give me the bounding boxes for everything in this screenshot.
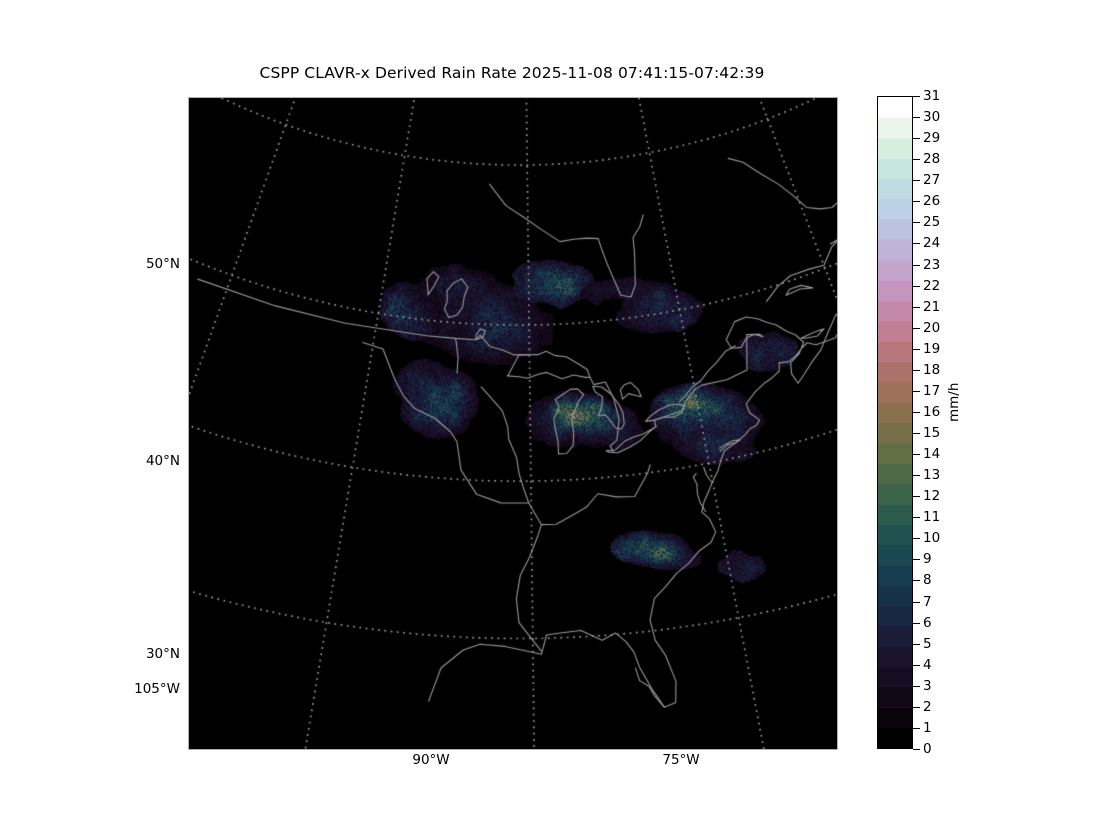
colorbar-tick-4 bbox=[913, 664, 920, 666]
colorbar-gradient bbox=[877, 96, 913, 749]
colorbar-tick-label-25: 25 bbox=[923, 214, 941, 231]
colorbar-tick-8 bbox=[913, 580, 920, 582]
colorbar-tick-label-4: 4 bbox=[923, 656, 932, 673]
colorbar-tick-20 bbox=[913, 327, 920, 329]
colorbar-tick-label-13: 13 bbox=[923, 467, 941, 484]
colorbar-tick-label-1: 1 bbox=[923, 719, 932, 736]
colorbar-tick-label-14: 14 bbox=[923, 446, 941, 463]
colorbar-tick-21 bbox=[913, 306, 920, 308]
colorbar-tick-3 bbox=[913, 685, 920, 687]
colorbar-tick-label-30: 30 bbox=[923, 109, 941, 126]
colorbar-tick-label-17: 17 bbox=[923, 382, 941, 399]
colorbar-tick-25 bbox=[913, 222, 920, 224]
map-plot-area[interactable] bbox=[188, 97, 838, 750]
colorbar-tick-label-31: 31 bbox=[923, 88, 941, 104]
colorbar-axis-label: mm/h bbox=[946, 382, 962, 422]
colorbar-tick-label-21: 21 bbox=[923, 298, 941, 315]
colorbar-tick-28 bbox=[913, 159, 920, 161]
colorbar-tick-31 bbox=[913, 96, 920, 97]
colorbar-tick-label-7: 7 bbox=[923, 593, 932, 610]
colorbar-tick-9 bbox=[913, 559, 920, 561]
colorbar-tick-label-0: 0 bbox=[923, 741, 932, 757]
colorbar-tick-19 bbox=[913, 348, 920, 350]
colorbar-tick-0 bbox=[913, 749, 920, 750]
colorbar-tick-label-29: 29 bbox=[923, 130, 941, 147]
lat-tick-label-1: 40°N bbox=[145, 453, 180, 469]
colorbar-tick-7 bbox=[913, 601, 920, 603]
colorbar-tick-24 bbox=[913, 243, 920, 245]
colorbar-tick-17 bbox=[913, 390, 920, 392]
colorbar-tick-label-22: 22 bbox=[923, 277, 941, 294]
colorbar-tick-label-26: 26 bbox=[923, 193, 941, 210]
page-title: CSPP CLAVR-x Derived Rain Rate 2025-11-0… bbox=[259, 64, 765, 82]
colorbar-tick-5 bbox=[913, 643, 920, 645]
colorbar-tick-14 bbox=[913, 454, 920, 456]
colorbar-tick-1 bbox=[913, 727, 920, 729]
colorbar-tick-label-19: 19 bbox=[923, 340, 941, 357]
colorbar-tick-label-20: 20 bbox=[923, 319, 941, 336]
colorbar-tick-15 bbox=[913, 433, 920, 435]
colorbar-tick-18 bbox=[913, 369, 920, 371]
colorbar[interactable] bbox=[877, 96, 913, 749]
rain-rate-heatmap[interactable] bbox=[189, 98, 837, 749]
colorbar-tick-label-10: 10 bbox=[923, 530, 941, 547]
colorbar-tick-label-16: 16 bbox=[923, 403, 941, 420]
colorbar-tick-29 bbox=[913, 138, 920, 140]
colorbar-tick-label-18: 18 bbox=[923, 361, 941, 378]
colorbar-tick-6 bbox=[913, 622, 920, 624]
colorbar-tick-label-5: 5 bbox=[923, 635, 932, 652]
lat-tick-label-0: 50°N bbox=[145, 256, 180, 272]
colorbar-tick-label-27: 27 bbox=[923, 172, 941, 189]
colorbar-tick-12 bbox=[913, 496, 920, 498]
lat-tick-label-2: 30°N bbox=[145, 646, 180, 662]
lon-tick-label-0: 90°W bbox=[412, 752, 450, 768]
colorbar-tick-27 bbox=[913, 180, 920, 182]
colorbar-tick-label-12: 12 bbox=[923, 488, 941, 505]
colorbar-tick-label-28: 28 bbox=[923, 151, 941, 168]
lon-corner-label: 105°W bbox=[134, 681, 180, 697]
colorbar-tick-label-11: 11 bbox=[923, 509, 941, 526]
colorbar-tick-30 bbox=[913, 117, 920, 119]
colorbar-tick-23 bbox=[913, 264, 920, 266]
colorbar-tick-label-3: 3 bbox=[923, 677, 932, 694]
colorbar-tick-label-15: 15 bbox=[923, 425, 941, 442]
colorbar-tick-26 bbox=[913, 201, 920, 203]
colorbar-tick-2 bbox=[913, 706, 920, 708]
colorbar-tick-label-2: 2 bbox=[923, 698, 932, 715]
colorbar-tick-label-8: 8 bbox=[923, 572, 932, 589]
colorbar-tick-10 bbox=[913, 538, 920, 540]
colorbar-tick-label-9: 9 bbox=[923, 551, 932, 568]
colorbar-tick-16 bbox=[913, 411, 920, 413]
colorbar-tick-22 bbox=[913, 285, 920, 287]
colorbar-tick-11 bbox=[913, 517, 920, 519]
colorbar-tick-label-23: 23 bbox=[923, 256, 941, 273]
lon-tick-label-1: 75°W bbox=[662, 752, 700, 768]
colorbar-tick-label-6: 6 bbox=[923, 614, 932, 631]
colorbar-tick-13 bbox=[913, 475, 920, 477]
colorbar-tick-label-24: 24 bbox=[923, 235, 941, 252]
